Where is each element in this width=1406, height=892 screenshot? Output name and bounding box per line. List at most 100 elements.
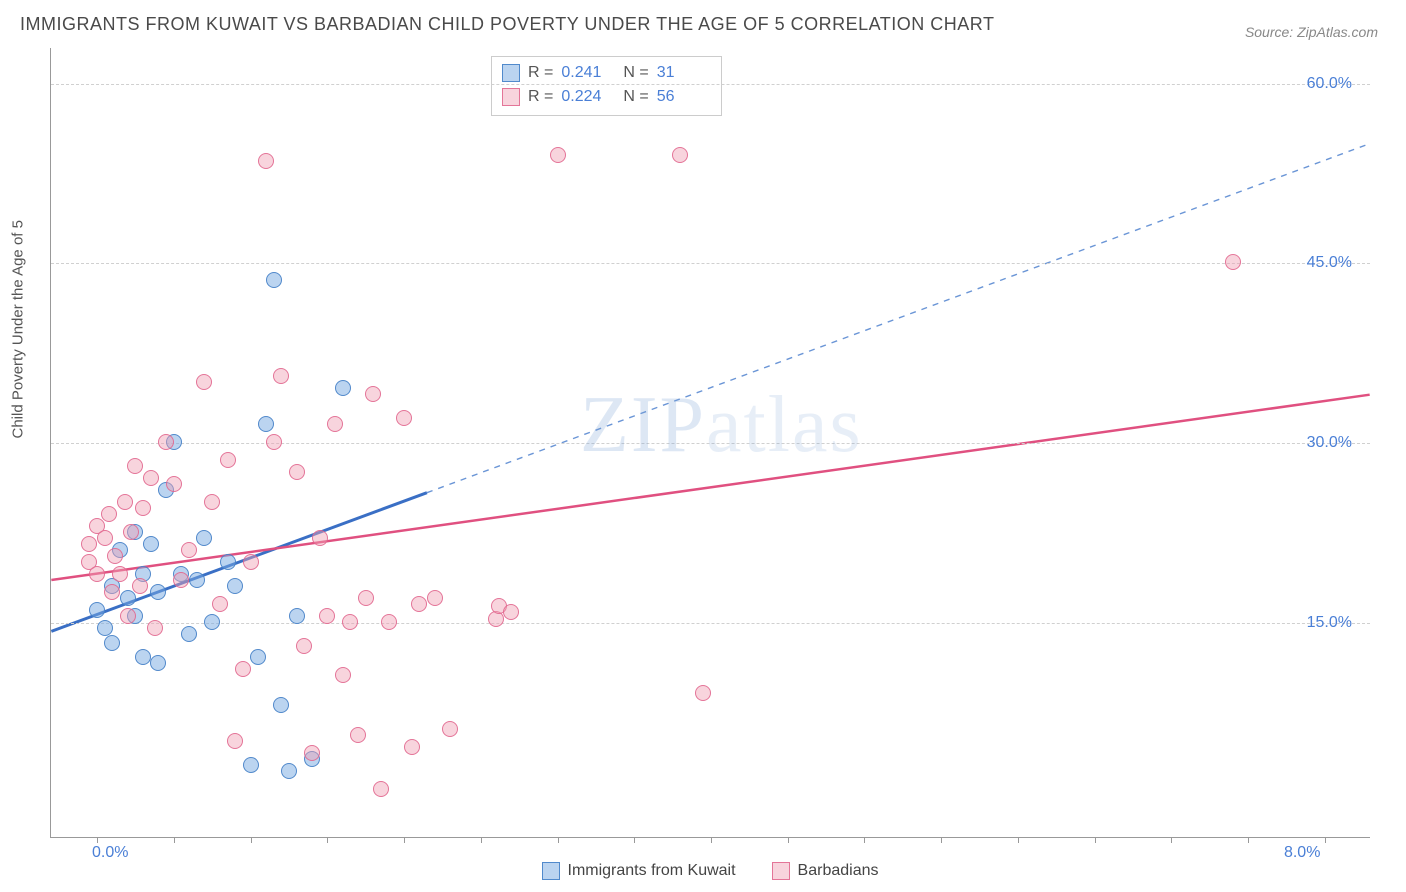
x-tick — [404, 837, 405, 843]
x-tick — [481, 837, 482, 843]
data-point-pink — [181, 542, 197, 558]
r-label: R = — [528, 61, 553, 85]
data-point-pink — [266, 434, 282, 450]
gridline-h — [51, 443, 1370, 444]
data-point-pink — [396, 410, 412, 426]
data-point-pink — [81, 536, 97, 552]
data-point-blue — [335, 380, 351, 396]
data-point-pink — [123, 524, 139, 540]
x-tick — [1018, 837, 1019, 843]
swatch-blue — [502, 64, 520, 82]
swatch-pink — [772, 862, 790, 880]
x-tick — [711, 837, 712, 843]
data-point-pink — [672, 147, 688, 163]
data-point-pink — [158, 434, 174, 450]
data-point-pink — [273, 368, 289, 384]
data-point-pink — [381, 614, 397, 630]
data-point-pink — [319, 608, 335, 624]
data-point-blue — [120, 590, 136, 606]
n-label: N = — [623, 85, 648, 109]
y-tick-label: 30.0% — [1307, 434, 1352, 452]
data-point-pink — [97, 530, 113, 546]
data-point-pink — [296, 638, 312, 654]
x-tick — [97, 837, 98, 843]
r-label: R = — [528, 85, 553, 109]
data-point-pink — [220, 452, 236, 468]
legend-row-blue: R = 0.241 N = 31 — [502, 61, 711, 85]
chart-container: R = 0.241 N = 31 R = 0.224 N = 56 15.0%3… — [50, 48, 1370, 838]
swatch-pink — [502, 88, 520, 106]
data-point-blue — [204, 614, 220, 630]
y-tick-label: 60.0% — [1307, 75, 1352, 93]
data-point-blue — [181, 626, 197, 642]
plot-area: R = 0.241 N = 31 R = 0.224 N = 56 15.0%3… — [50, 48, 1370, 838]
data-point-pink — [411, 596, 427, 612]
data-point-blue — [220, 554, 236, 570]
chart-title: IMMIGRANTS FROM KUWAIT VS BARBADIAN CHIL… — [20, 14, 994, 35]
data-point-blue — [227, 578, 243, 594]
data-point-pink — [365, 386, 381, 402]
x-tick — [1095, 837, 1096, 843]
legend-label-pink: Barbadians — [798, 862, 879, 880]
data-point-pink — [342, 614, 358, 630]
r-value-pink: 0.224 — [561, 85, 615, 109]
data-point-pink — [327, 416, 343, 432]
x-tick — [864, 837, 865, 843]
data-point-pink — [442, 721, 458, 737]
gridline-h — [51, 84, 1370, 85]
data-point-blue — [250, 649, 266, 665]
data-point-blue — [266, 272, 282, 288]
n-value-pink: 56 — [657, 85, 711, 109]
data-point-pink — [204, 494, 220, 510]
x-tick-label-left: 0.0% — [92, 844, 128, 862]
data-point-blue — [104, 635, 120, 651]
data-point-pink — [101, 506, 117, 522]
x-tick — [251, 837, 252, 843]
data-point-blue — [258, 416, 274, 432]
data-point-pink — [227, 733, 243, 749]
gridline-h — [51, 623, 1370, 624]
x-tick — [1171, 837, 1172, 843]
data-point-pink — [127, 458, 143, 474]
data-point-pink — [112, 566, 128, 582]
data-point-blue — [150, 655, 166, 671]
legend-label-blue: Immigrants from Kuwait — [568, 862, 736, 880]
data-point-blue — [150, 584, 166, 600]
data-point-pink — [135, 500, 151, 516]
data-point-pink — [120, 608, 136, 624]
gridline-h — [51, 263, 1370, 264]
data-point-pink — [312, 530, 328, 546]
x-tick — [634, 837, 635, 843]
n-label: N = — [623, 61, 648, 85]
y-axis-label: Child Poverty Under the Age of 5 — [10, 220, 27, 438]
data-point-pink — [147, 620, 163, 636]
data-point-pink — [404, 739, 420, 755]
data-point-pink — [143, 470, 159, 486]
x-tick — [1248, 837, 1249, 843]
data-point-pink — [258, 153, 274, 169]
trend-line — [51, 395, 1369, 580]
data-point-pink — [117, 494, 133, 510]
data-point-blue — [243, 757, 259, 773]
data-point-pink — [235, 661, 251, 677]
data-point-pink — [166, 476, 182, 492]
data-point-blue — [189, 572, 205, 588]
data-point-pink — [358, 590, 374, 606]
data-point-blue — [196, 530, 212, 546]
data-point-pink — [132, 578, 148, 594]
series-legend: Immigrants from Kuwait Barbadians — [50, 862, 1370, 880]
legend-item-pink: Barbadians — [772, 862, 879, 880]
data-point-pink — [350, 727, 366, 743]
x-tick — [558, 837, 559, 843]
data-point-pink — [107, 548, 123, 564]
data-point-pink — [503, 604, 519, 620]
data-point-blue — [143, 536, 159, 552]
data-point-pink — [335, 667, 351, 683]
data-point-pink — [304, 745, 320, 761]
data-point-pink — [104, 584, 120, 600]
trend-line — [427, 144, 1370, 493]
x-tick — [788, 837, 789, 843]
data-point-pink — [196, 374, 212, 390]
data-point-blue — [281, 763, 297, 779]
data-point-pink — [212, 596, 228, 612]
